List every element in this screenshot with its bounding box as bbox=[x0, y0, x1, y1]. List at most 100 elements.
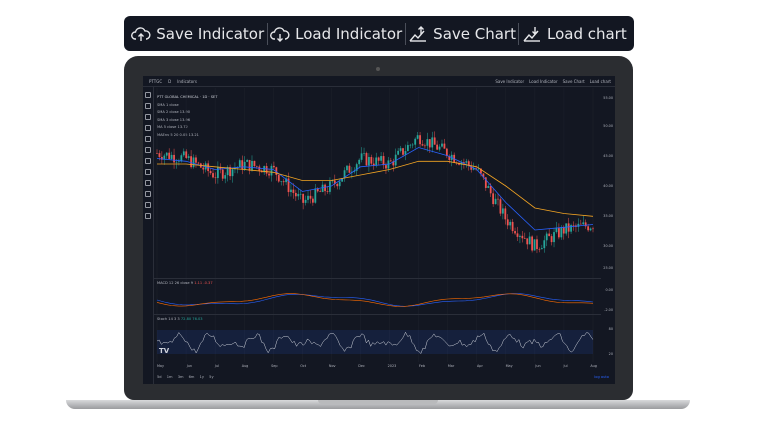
candle-body bbox=[273, 165, 275, 168]
candle-body bbox=[338, 181, 341, 187]
timeframe-5y[interactable]: 5y bbox=[209, 375, 214, 379]
candle-body bbox=[424, 145, 426, 147]
candle-body bbox=[280, 181, 283, 182]
text-icon[interactable] bbox=[145, 147, 151, 153]
candle-body bbox=[589, 228, 592, 231]
timeframe-6m[interactable]: 6m bbox=[188, 375, 195, 379]
candle-body bbox=[499, 199, 502, 214]
candle-body bbox=[416, 135, 419, 139]
candle-body bbox=[333, 180, 336, 184]
load-chart-button[interactable]: Load chart bbox=[522, 25, 627, 43]
legend-title: PTT GLOBAL CHEMICAL · 1D · SET bbox=[157, 95, 218, 99]
load-indicator-button[interactable]: Load Indicator bbox=[270, 25, 402, 43]
pattern-icon[interactable] bbox=[145, 125, 151, 131]
candle-body bbox=[216, 167, 219, 179]
candle-body bbox=[255, 166, 258, 167]
candle-body bbox=[238, 160, 241, 168]
timeframe-1m[interactable]: 1m bbox=[166, 375, 173, 379]
candle-body bbox=[209, 171, 212, 174]
time-tick: Mar bbox=[447, 364, 455, 368]
candle-body bbox=[579, 223, 582, 225]
candle-body bbox=[560, 227, 563, 238]
screen-save-indicator[interactable]: Save Indicator bbox=[495, 78, 525, 84]
candle-body bbox=[180, 155, 183, 162]
legend-line: SMA 2 close 13.90 bbox=[157, 110, 191, 114]
candle-body bbox=[436, 144, 439, 150]
candle-body bbox=[465, 161, 468, 163]
candle-body bbox=[214, 177, 217, 179]
candle-body bbox=[570, 225, 572, 232]
candle-body bbox=[492, 193, 495, 205]
prediction-icon[interactable] bbox=[145, 136, 151, 142]
macd-line bbox=[156, 293, 594, 307]
screen-load-chart[interactable]: Load chart bbox=[589, 78, 611, 84]
candle-body bbox=[282, 181, 285, 183]
price-chart[interactable] bbox=[143, 76, 615, 384]
candle-body bbox=[319, 191, 322, 192]
legend-line: MAEnv 5 20 0.05 13.21 bbox=[157, 132, 199, 137]
measure-icon[interactable] bbox=[145, 158, 151, 164]
save-indicator-button[interactable]: Save Indicator bbox=[131, 25, 264, 43]
screen-header-right: Save Indicator Load Indicator Save Chart… bbox=[490, 76, 611, 86]
candle-body bbox=[368, 157, 370, 166]
candle-body bbox=[557, 227, 560, 238]
lock-icon[interactable] bbox=[145, 191, 151, 197]
magnet-icon[interactable] bbox=[145, 180, 151, 186]
save-chart-label: Save Chart bbox=[433, 24, 516, 43]
candle-body bbox=[511, 221, 514, 232]
candle-body bbox=[406, 145, 409, 152]
trend-line-icon[interactable] bbox=[145, 103, 151, 109]
eye-icon[interactable] bbox=[145, 202, 151, 208]
candle-body bbox=[404, 151, 407, 155]
fib-icon[interactable] bbox=[145, 114, 151, 120]
save-chart-button[interactable]: Save Chart bbox=[408, 25, 516, 43]
macd-values: 1.11 -0.37 bbox=[194, 281, 213, 285]
candle-body bbox=[156, 153, 158, 154]
candle-body bbox=[550, 236, 553, 243]
candle-body bbox=[341, 178, 344, 182]
timeframe-5d[interactable]: 5d bbox=[157, 375, 162, 379]
interval-selector[interactable]: D bbox=[168, 78, 172, 84]
candle-body bbox=[545, 233, 548, 241]
crosshair-icon[interactable] bbox=[145, 92, 151, 98]
candle-body bbox=[426, 139, 429, 146]
candle-body bbox=[370, 157, 373, 164]
candle-body bbox=[309, 195, 312, 199]
toolbar-divider bbox=[266, 22, 268, 45]
trash-icon[interactable] bbox=[145, 213, 151, 219]
laptop-camera bbox=[376, 67, 380, 71]
candle-body bbox=[285, 178, 287, 183]
price-tick: 25.00 bbox=[603, 266, 613, 270]
candle-body bbox=[290, 189, 292, 193]
candle-body bbox=[365, 153, 368, 166]
timeframe-3m[interactable]: 3m bbox=[177, 375, 184, 379]
candle-body bbox=[548, 233, 551, 237]
time-tick: Sep bbox=[271, 364, 278, 368]
screen-save-chart[interactable]: Save Chart bbox=[562, 78, 585, 84]
candle-body bbox=[229, 167, 231, 177]
candle-body bbox=[182, 151, 185, 156]
candle-body bbox=[577, 223, 580, 227]
time-tick: Jun bbox=[535, 364, 541, 368]
time-tick: Aug bbox=[590, 364, 597, 368]
candle-body bbox=[375, 157, 378, 166]
indicators-button[interactable]: Indicators bbox=[177, 78, 197, 84]
candle-body bbox=[484, 177, 487, 188]
zoom-icon[interactable] bbox=[145, 169, 151, 175]
macd-tick: 0.00 bbox=[605, 288, 613, 292]
candle-body bbox=[531, 236, 534, 251]
candle-body bbox=[170, 154, 173, 159]
screen-load-indicator[interactable]: Load Indicator bbox=[529, 78, 558, 84]
candle-body bbox=[445, 148, 448, 157]
candle-body bbox=[562, 227, 565, 234]
candle-body bbox=[472, 168, 475, 170]
symbol-search[interactable]: PTTGC bbox=[149, 78, 163, 84]
candle-body bbox=[414, 138, 417, 145]
scale-mode[interactable]: log auto bbox=[594, 375, 609, 379]
candle-body bbox=[346, 165, 348, 171]
timeframe-1y[interactable]: 1y bbox=[199, 375, 205, 379]
price-tick: 40.00 bbox=[603, 184, 613, 188]
candle-body bbox=[277, 174, 280, 182]
candle-body bbox=[431, 137, 434, 148]
time-tick: Apr bbox=[476, 364, 483, 368]
